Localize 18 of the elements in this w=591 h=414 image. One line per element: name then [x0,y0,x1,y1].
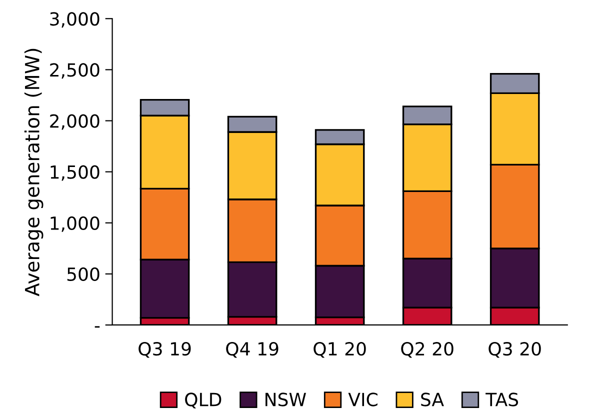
y-tick-label: 2,000 [50,114,100,130]
legend-label: SA [421,392,444,406]
x-tick-label: Q3 19 [138,342,191,358]
y-tick-label: 1,500 [50,165,100,181]
y-tick-label: - [94,326,100,328]
legend-label: QLD [185,392,222,408]
x-tick-label: Q1 20 [314,342,366,358]
y-tick-label: 2,500 [50,63,100,79]
y-axis-title: Average generation (MW) [24,48,44,296]
y-tick-label: 1,000 [50,216,100,232]
legend-label: TAS [486,392,518,406]
y-tick-label: 3,000 [50,12,100,28]
legend-label: NSW [266,392,306,406]
x-tick-label: Q2 20 [401,342,454,358]
y-tick-label: 500 [67,267,100,282]
legend-label: VIC [348,392,378,406]
x-tick-label: Q4 19 [226,342,278,358]
x-tick-label: Q3 20 [488,342,541,358]
